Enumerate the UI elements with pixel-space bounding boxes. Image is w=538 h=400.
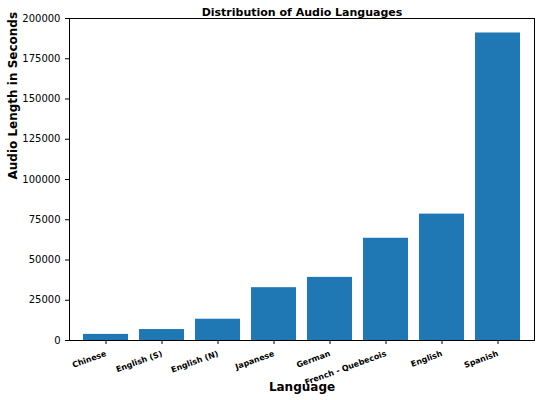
- svg-text:175000: 175000: [22, 53, 60, 64]
- svg-text:200000: 200000: [22, 13, 60, 24]
- svg-text:Language: Language: [269, 380, 335, 394]
- svg-text:125000: 125000: [22, 133, 60, 144]
- svg-text:Spanish: Spanish: [463, 349, 500, 370]
- svg-text:Chinese: Chinese: [71, 349, 108, 370]
- svg-text:German: German: [295, 349, 332, 370]
- svg-text:150000: 150000: [22, 93, 60, 104]
- svg-text:50000: 50000: [29, 254, 61, 265]
- svg-text:English: English: [410, 349, 444, 369]
- svg-text:25000: 25000: [29, 294, 61, 305]
- svg-text:Japanese: Japanese: [233, 349, 276, 372]
- svg-text:Audio Length in Seconds: Audio Length in Seconds: [6, 12, 20, 180]
- svg-text:Distribution of Audio Language: Distribution of Audio Languages: [202, 6, 403, 19]
- svg-text:English (N): English (N): [170, 349, 220, 374]
- svg-text:75000: 75000: [29, 214, 61, 225]
- svg-text:0: 0: [54, 335, 60, 346]
- svg-text:English (S): English (S): [115, 349, 164, 374]
- svg-text:100000: 100000: [22, 174, 60, 185]
- svg-text:French - Quebecois: French - Quebecois: [303, 349, 388, 387]
